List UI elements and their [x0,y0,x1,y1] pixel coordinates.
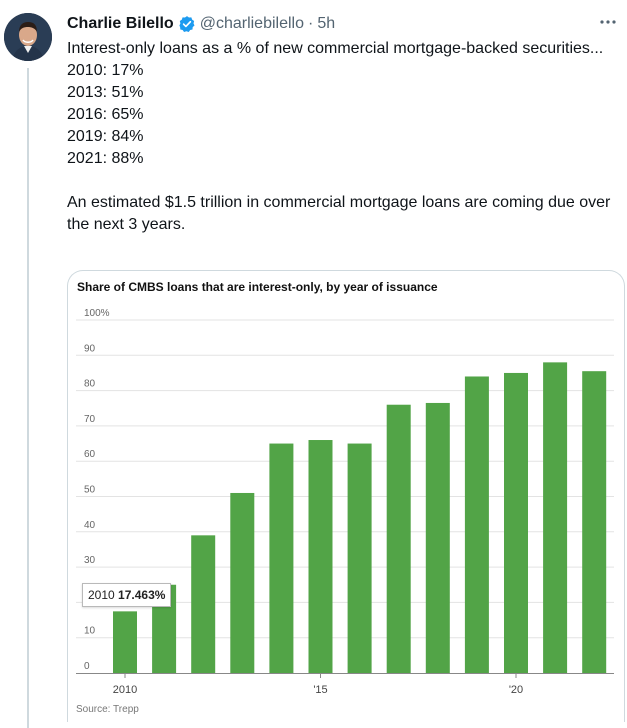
chart-tooltip: 2010 17.463% [82,583,172,607]
tweet-line: 2016: 65% [67,106,144,123]
tweet-line: 2019: 84% [67,128,144,145]
y-tick-label: 70 [84,414,96,425]
bar-2012[interactable] [191,535,216,673]
verified-badge-icon[interactable] [178,15,196,33]
x-tick-label: '20 [509,684,523,696]
media-chart-card[interactable]: Share of CMBS loans that are interest-on… [67,270,625,722]
y-tick-label: 80 [84,379,96,390]
y-tick-label: 0 [84,661,90,672]
more-options-button[interactable] [595,12,621,32]
tooltip-category: 2010 [88,588,115,602]
bar-2017[interactable] [386,404,411,673]
bar-2018[interactable] [425,402,450,673]
y-tick-label: 90 [84,343,96,354]
more-horizontal-icon [600,20,616,24]
y-tick-label: 10 [84,626,96,637]
tweet-line: Interest-only loans as a % of new commer… [67,40,604,57]
tweet-text: Interest-only loans as a % of new commer… [67,38,612,236]
y-tick-label: 30 [84,555,96,566]
x-tick-label: '15 [313,684,327,696]
author-handle[interactable]: @charliebilello [199,15,304,32]
tweet-line: 2021: 88% [67,150,144,167]
bar-2015[interactable] [308,440,333,673]
bar-2013[interactable] [230,492,255,673]
y-tick-label: 100% [84,308,110,319]
bar-2010[interactable] [113,611,137,673]
separator-dot: · [308,15,314,32]
bar-chart: 0102030405060708090100%2010'15'20 [76,308,614,696]
bar-2021[interactable] [543,362,568,673]
chart-title: Share of CMBS loans that are interest-on… [77,280,438,294]
bar-2019[interactable] [464,376,489,673]
bar-2022[interactable] [582,371,607,673]
bar-2020[interactable] [504,372,528,673]
avatar-portrait-icon [4,13,52,61]
author-name[interactable]: Charlie Bilello [67,15,174,32]
x-tick-label: 2010 [113,684,137,696]
bar-2014[interactable] [269,443,294,673]
tweet-line: An estimated $1.5 trillion in commercial… [67,194,611,233]
y-tick-label: 40 [84,520,96,531]
avatar[interactable] [4,13,52,61]
tweet-line: 2010: 17% [67,62,144,79]
tweet-header: Charlie Bilello @charliebilello · 5h [67,12,617,36]
tweet-line [67,170,612,192]
bar-2016[interactable] [347,443,372,673]
y-tick-label: 60 [84,449,96,460]
tweet-line: 2013: 51% [67,84,144,101]
y-tick-label: 50 [84,485,96,496]
tooltip-value: 17.463% [118,588,166,602]
chart-source: Source: Trepp [76,704,139,715]
timestamp[interactable]: 5h [317,15,336,32]
thread-line [27,68,29,728]
